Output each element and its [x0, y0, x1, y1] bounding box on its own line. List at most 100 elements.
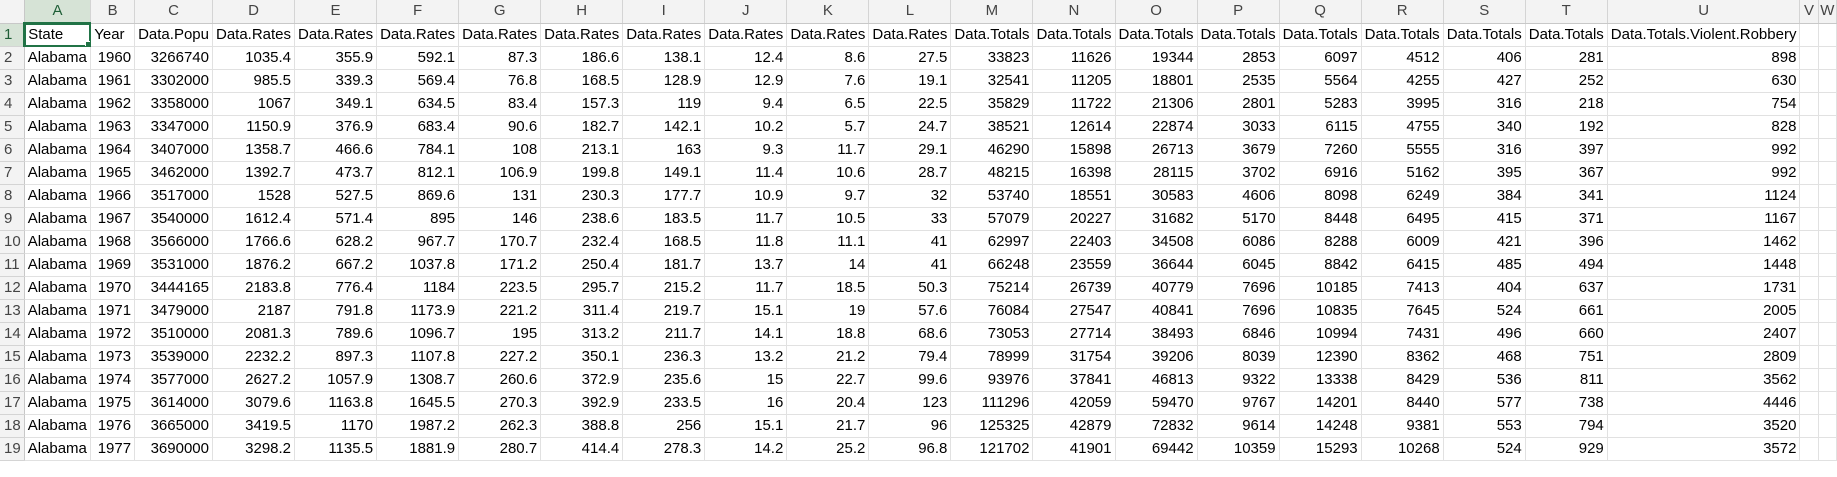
column-header-p[interactable]: P	[1197, 0, 1280, 24]
cell-q12[interactable]: 10185	[1279, 276, 1362, 300]
cell-e18[interactable]: 1170	[294, 414, 378, 438]
cell-c1[interactable]: Data.Popu	[134, 23, 213, 47]
cell-k19[interactable]: 25.2	[786, 437, 870, 461]
cell-k15[interactable]: 21.2	[786, 345, 870, 369]
cell-m5[interactable]: 38521	[950, 115, 1034, 139]
cell-l16[interactable]: 99.6	[868, 368, 952, 392]
column-header-f[interactable]: F	[376, 0, 460, 24]
cell-k14[interactable]: 18.8	[786, 322, 870, 346]
cell-g13[interactable]: 221.2	[458, 299, 542, 323]
cell-l8[interactable]: 32	[868, 184, 952, 208]
cell-b16[interactable]: 1974	[90, 368, 136, 392]
cell-r12[interactable]: 7413	[1361, 276, 1444, 300]
cell-s13[interactable]: 524	[1443, 299, 1526, 323]
cell-h14[interactable]: 313.2	[540, 322, 624, 346]
cell-g11[interactable]: 171.2	[458, 253, 542, 277]
cell-e9[interactable]: 571.4	[294, 207, 378, 231]
cell-f13[interactable]: 1173.9	[376, 299, 460, 323]
cell-f2[interactable]: 592.1	[376, 46, 460, 70]
cell-j14[interactable]: 14.1	[704, 322, 788, 346]
cell-f14[interactable]: 1096.7	[376, 322, 460, 346]
cell-s9[interactable]: 415	[1443, 207, 1526, 231]
cell-m14[interactable]: 73053	[950, 322, 1034, 346]
cell-e2[interactable]: 355.9	[294, 46, 378, 70]
cell-g2[interactable]: 87.3	[458, 46, 542, 70]
cell-s7[interactable]: 395	[1443, 161, 1526, 185]
cell-d16[interactable]: 2627.2	[212, 368, 296, 392]
cell-e14[interactable]: 789.6	[294, 322, 378, 346]
cell-q5[interactable]: 6115	[1279, 115, 1362, 139]
cell-v8[interactable]	[1799, 184, 1819, 208]
cell-n3[interactable]: 11205	[1032, 69, 1116, 93]
cell-c13[interactable]: 3479000	[134, 299, 213, 323]
cell-s3[interactable]: 427	[1443, 69, 1526, 93]
cell-v18[interactable]	[1799, 414, 1819, 438]
cell-m16[interactable]: 93976	[950, 368, 1034, 392]
cell-h15[interactable]: 350.1	[540, 345, 624, 369]
cell-j11[interactable]: 13.7	[704, 253, 788, 277]
cell-q14[interactable]: 10994	[1279, 322, 1362, 346]
cell-g18[interactable]: 262.3	[458, 414, 542, 438]
cell-o3[interactable]: 18801	[1115, 69, 1198, 93]
cell-q16[interactable]: 13338	[1279, 368, 1362, 392]
cell-i1[interactable]: Data.Rates	[622, 23, 706, 47]
cell-v17[interactable]	[1799, 391, 1819, 415]
cell-d7[interactable]: 1392.7	[212, 161, 296, 185]
cell-n16[interactable]: 37841	[1032, 368, 1116, 392]
cell-e12[interactable]: 776.4	[294, 276, 378, 300]
cell-n4[interactable]: 11722	[1032, 92, 1116, 116]
cell-r11[interactable]: 6415	[1361, 253, 1444, 277]
cell-i10[interactable]: 168.5	[622, 230, 706, 254]
cell-i2[interactable]: 138.1	[622, 46, 706, 70]
cell-p12[interactable]: 7696	[1197, 276, 1280, 300]
cell-c6[interactable]: 3407000	[134, 138, 213, 162]
cell-n6[interactable]: 15898	[1032, 138, 1116, 162]
cell-j7[interactable]: 11.4	[704, 161, 788, 185]
cell-j19[interactable]: 14.2	[704, 437, 788, 461]
cell-g1[interactable]: Data.Rates	[458, 23, 542, 47]
cell-a4[interactable]: Alabama	[24, 92, 92, 116]
cell-a16[interactable]: Alabama	[24, 368, 92, 392]
cell-h4[interactable]: 157.3	[540, 92, 624, 116]
cell-q1[interactable]: Data.Totals	[1279, 23, 1362, 47]
cell-u4[interactable]: 754	[1607, 92, 1801, 116]
cell-v10[interactable]	[1799, 230, 1819, 254]
cell-b12[interactable]: 1970	[90, 276, 136, 300]
cell-i12[interactable]: 215.2	[622, 276, 706, 300]
cell-l17[interactable]: 123	[868, 391, 952, 415]
row-header-8[interactable]: 8	[0, 184, 25, 208]
cell-m7[interactable]: 48215	[950, 161, 1034, 185]
cell-w10[interactable]	[1818, 230, 1837, 254]
cell-j5[interactable]: 10.2	[704, 115, 788, 139]
cell-s10[interactable]: 421	[1443, 230, 1526, 254]
cell-d2[interactable]: 1035.4	[212, 46, 296, 70]
cell-w18[interactable]	[1818, 414, 1837, 438]
cell-k9[interactable]: 10.5	[786, 207, 870, 231]
cell-l14[interactable]: 68.6	[868, 322, 952, 346]
cell-r13[interactable]: 7645	[1361, 299, 1444, 323]
cell-a6[interactable]: Alabama	[24, 138, 92, 162]
cell-a7[interactable]: Alabama	[24, 161, 92, 185]
cell-g3[interactable]: 76.8	[458, 69, 542, 93]
cell-m1[interactable]: Data.Totals	[950, 23, 1034, 47]
cell-f3[interactable]: 569.4	[376, 69, 460, 93]
cell-q4[interactable]: 5283	[1279, 92, 1362, 116]
cell-p19[interactable]: 10359	[1197, 437, 1280, 461]
cell-i3[interactable]: 128.9	[622, 69, 706, 93]
cell-o10[interactable]: 34508	[1115, 230, 1198, 254]
cell-r19[interactable]: 10268	[1361, 437, 1444, 461]
cell-q13[interactable]: 10835	[1279, 299, 1362, 323]
cell-c3[interactable]: 3302000	[134, 69, 213, 93]
column-header-a[interactable]: A	[24, 0, 92, 24]
cell-p8[interactable]: 4606	[1197, 184, 1280, 208]
cell-j2[interactable]: 12.4	[704, 46, 788, 70]
cell-u2[interactable]: 898	[1607, 46, 1801, 70]
column-header-q[interactable]: Q	[1279, 0, 1362, 24]
cell-m13[interactable]: 76084	[950, 299, 1034, 323]
cell-g19[interactable]: 280.7	[458, 437, 542, 461]
row-header-9[interactable]: 9	[0, 207, 25, 231]
cell-n17[interactable]: 42059	[1032, 391, 1116, 415]
cell-n15[interactable]: 31754	[1032, 345, 1116, 369]
cell-f15[interactable]: 1107.8	[376, 345, 460, 369]
cell-p3[interactable]: 2535	[1197, 69, 1280, 93]
